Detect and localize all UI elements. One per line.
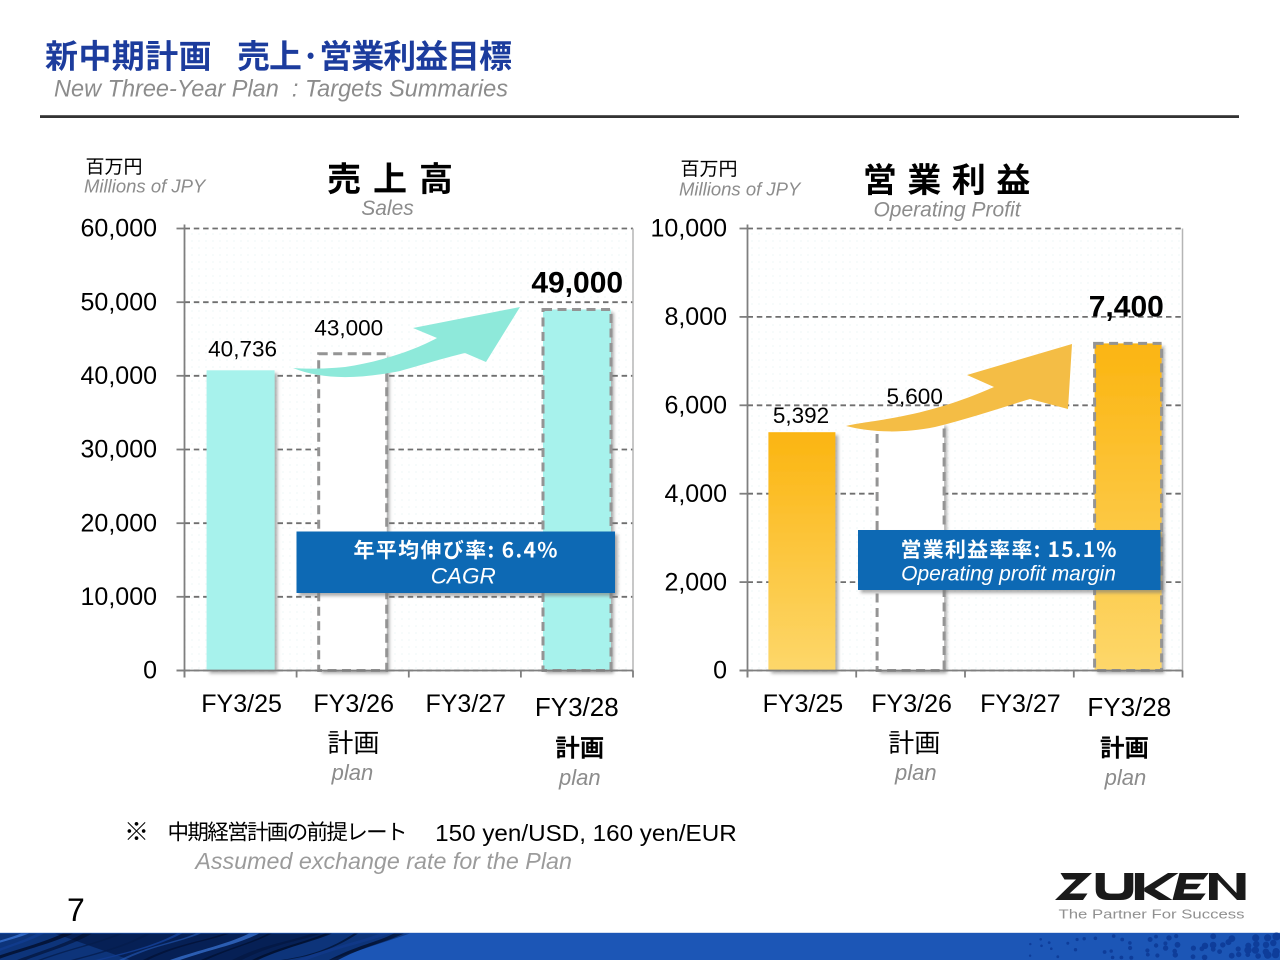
svg-text:FY3/28: FY3/28: [535, 692, 619, 722]
svg-text:30,000: 30,000: [81, 436, 157, 464]
svg-text:plan: plan: [894, 760, 937, 785]
svg-text:5,392: 5,392: [773, 403, 829, 428]
svg-text:Sales: Sales: [361, 197, 414, 220]
svg-text:0: 0: [713, 657, 727, 685]
svg-text:Operating Profit: Operating Profit: [873, 199, 1021, 222]
svg-text:The Partner For Success: The Partner For Success: [1059, 908, 1245, 922]
svg-text:CAGR: CAGR: [431, 564, 496, 589]
svg-text:2,000: 2,000: [664, 568, 727, 596]
svg-text:Millions of JPY: Millions of JPY: [679, 178, 802, 199]
svg-text:10,000: 10,000: [651, 215, 727, 243]
svg-text:40,736: 40,736: [208, 337, 277, 362]
svg-text:FY3/27: FY3/27: [980, 690, 1061, 718]
svg-text:FY3/25: FY3/25: [763, 690, 844, 718]
svg-text:8,000: 8,000: [664, 303, 727, 331]
svg-text:FY3/25: FY3/25: [201, 690, 282, 718]
svg-text:7,400: 7,400: [1089, 291, 1164, 324]
svg-text:40,000: 40,000: [81, 362, 157, 390]
svg-text:FY3/27: FY3/27: [425, 690, 506, 718]
svg-text:FY3/26: FY3/26: [871, 690, 952, 718]
svg-text:10,000: 10,000: [81, 583, 157, 611]
svg-text:New Three-Year Plan : Targets: New Three-Year Plan : Targets Summaries: [54, 76, 508, 103]
svg-text:150 yen/USD, 160 yen/EUR: 150 yen/USD, 160 yen/EUR: [435, 820, 737, 846]
svg-text:FY3/26: FY3/26: [313, 690, 394, 718]
svg-text:Operating profit margin: Operating profit margin: [901, 563, 1116, 586]
svg-text:20,000: 20,000: [81, 509, 157, 537]
svg-text:Millions of JPY: Millions of JPY: [84, 176, 207, 197]
svg-text:50,000: 50,000: [81, 288, 157, 316]
svg-text:plan: plan: [331, 760, 374, 785]
svg-text:6,000: 6,000: [664, 392, 727, 420]
svg-text:49,000: 49,000: [531, 267, 623, 300]
svg-text:7: 7: [67, 892, 85, 928]
svg-text:Assumed exchange rate for the: Assumed exchange rate for the Plan: [193, 848, 572, 874]
svg-text:4,000: 4,000: [664, 480, 727, 508]
svg-text:plan: plan: [558, 765, 601, 790]
svg-text:60,000: 60,000: [81, 215, 157, 243]
svg-text:plan: plan: [1104, 765, 1147, 790]
svg-text:0: 0: [143, 657, 157, 685]
svg-text:FY3/28: FY3/28: [1087, 692, 1171, 722]
svg-text:43,000: 43,000: [314, 316, 383, 341]
svg-text:5,600: 5,600: [887, 384, 943, 409]
